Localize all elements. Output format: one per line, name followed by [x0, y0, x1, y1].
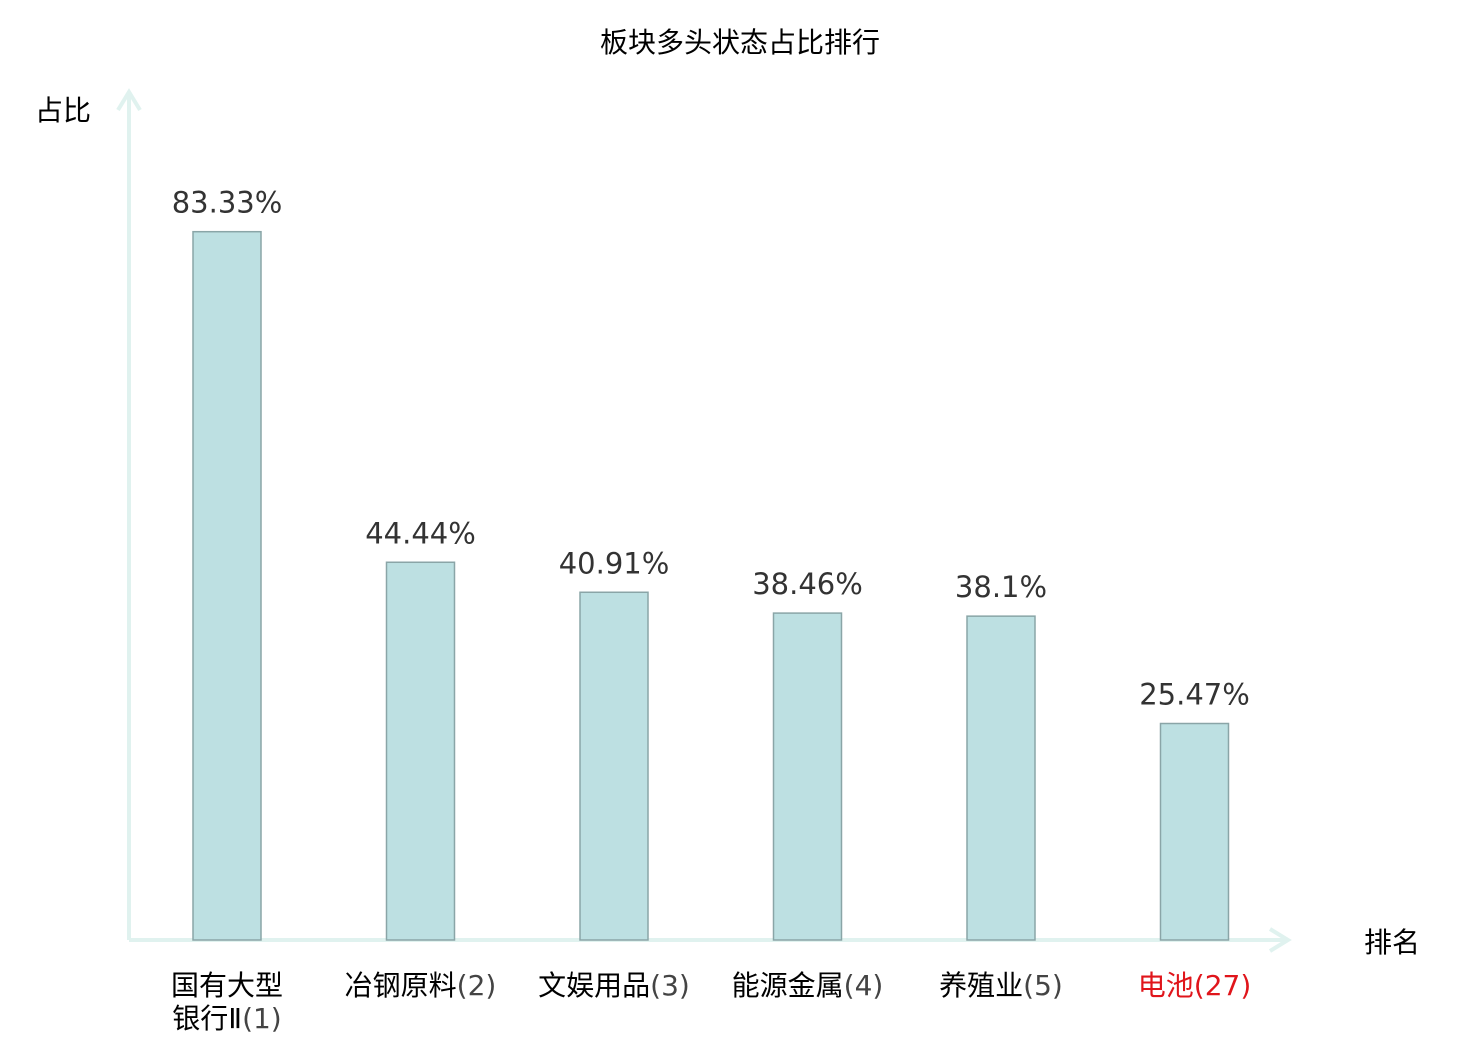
- x-tick-label-line: 能源金属: [732, 969, 844, 1002]
- value-label: 44.44%: [365, 516, 476, 550]
- axes: [116, 88, 1292, 953]
- chart-title: 板块多头状态占比排行: [600, 26, 880, 59]
- bar: [385, 561, 456, 941]
- x-tick-label: 电池(27): [1138, 969, 1252, 1002]
- x-tick-label-line: 文娱用品: [538, 969, 650, 1002]
- x-tick-label: 文娱用品(3): [538, 969, 690, 1002]
- bar: [772, 612, 843, 941]
- x-tick-label: 国有大型银行Ⅱ(1): [171, 969, 283, 1035]
- x-tick-rank: (4): [844, 969, 884, 1002]
- x-axis-label: 排名: [1364, 926, 1420, 959]
- value-label: 38.1%: [955, 570, 1047, 604]
- x-tick-label-line: 养殖业: [939, 969, 1023, 1002]
- x-tick-label-line: 银行Ⅱ: [172, 1002, 242, 1035]
- value-label: 83.33%: [172, 186, 283, 220]
- x-tick-rank: (1): [242, 1002, 282, 1035]
- x-tick-label-line: 电池: [1138, 969, 1194, 1002]
- x-tick-rank: (2): [457, 969, 497, 1002]
- x-tick-rank: (5): [1023, 969, 1063, 1002]
- bar: [192, 230, 262, 941]
- bar: [966, 615, 1036, 941]
- x-tick-label: 养殖业(5): [939, 969, 1063, 1002]
- x-tick-label: 能源金属(4): [732, 969, 884, 1002]
- x-tick-rank: (27): [1194, 969, 1251, 1002]
- x-tick-label-line: 国有大型: [171, 969, 283, 1002]
- bar: [579, 591, 649, 941]
- value-label: 25.47%: [1139, 678, 1250, 712]
- y-axis-arrow: [116, 88, 142, 112]
- x-tick-label: 冶钢原料(2): [345, 969, 497, 1002]
- bars: [192, 230, 1230, 941]
- x-tick-rank: (3): [650, 969, 690, 1002]
- x-tick-labels: 国有大型银行Ⅱ(1)冶钢原料(2) 文娱用品(3) 能源金属(4) 养殖业(5) 电池(…: [171, 969, 1251, 1035]
- value-label: 40.91%: [559, 546, 670, 580]
- y-axis-label: 占比: [35, 94, 91, 127]
- x-tick-label-line: 冶钢原料: [345, 969, 457, 1002]
- value-label: 38.46%: [752, 567, 863, 601]
- bar: [1159, 722, 1230, 941]
- x-axis-arrow: [1268, 927, 1292, 953]
- value-labels: 83.33% 44.44% 40.91% 38.46% 38.1% 25.47%: [172, 186, 1250, 712]
